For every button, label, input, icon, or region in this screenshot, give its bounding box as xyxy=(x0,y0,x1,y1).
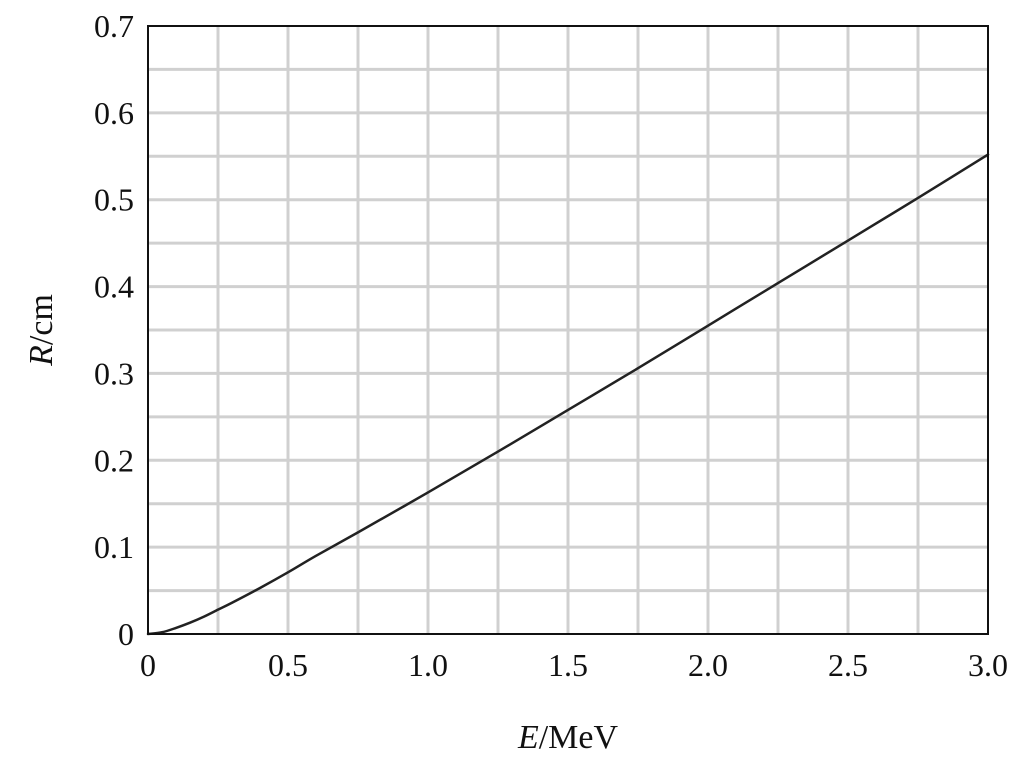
plot-frame xyxy=(147,25,989,635)
y-axis-var: R xyxy=(23,345,60,367)
x-tick-label: 2.5 xyxy=(828,647,868,683)
y-axis-title: R/cm xyxy=(23,294,60,367)
x-tick-label: 3.0 xyxy=(968,647,1008,683)
x-tick-labels: 0 0.5 1.0 1.5 2.0 2.5 3.0 xyxy=(140,647,1008,683)
x-tick-label: 0 xyxy=(140,647,156,683)
y-tick-label: 0.7 xyxy=(94,8,134,44)
x-tick-label: 2.0 xyxy=(688,647,728,683)
x-tick-label: 1.5 xyxy=(548,647,588,683)
x-axis-var: E xyxy=(517,719,539,756)
y-tick-label: 0.4 xyxy=(94,269,134,305)
grid xyxy=(148,26,988,634)
x-axis-unit: /MeV xyxy=(539,719,619,756)
x-axis-title: E/MeV xyxy=(517,719,619,756)
y-tick-labels: 0 0.1 0.2 0.3 0.4 0.5 0.6 0.7 xyxy=(94,8,134,652)
x-tick-label: 1.0 xyxy=(408,647,448,683)
y-tick-label: 0.2 xyxy=(94,442,134,478)
x-tick-label: 0.5 xyxy=(268,647,308,683)
y-tick-label: 0.6 xyxy=(94,95,134,131)
series-layer xyxy=(146,153,990,636)
y-tick-label: 0.3 xyxy=(94,355,134,391)
y-axis-unit: /cm xyxy=(23,294,60,345)
y-tick-label: 0 xyxy=(118,616,134,652)
series-line xyxy=(146,153,990,636)
y-tick-label: 0.5 xyxy=(94,182,134,218)
y-tick-label: 0.1 xyxy=(94,529,134,565)
